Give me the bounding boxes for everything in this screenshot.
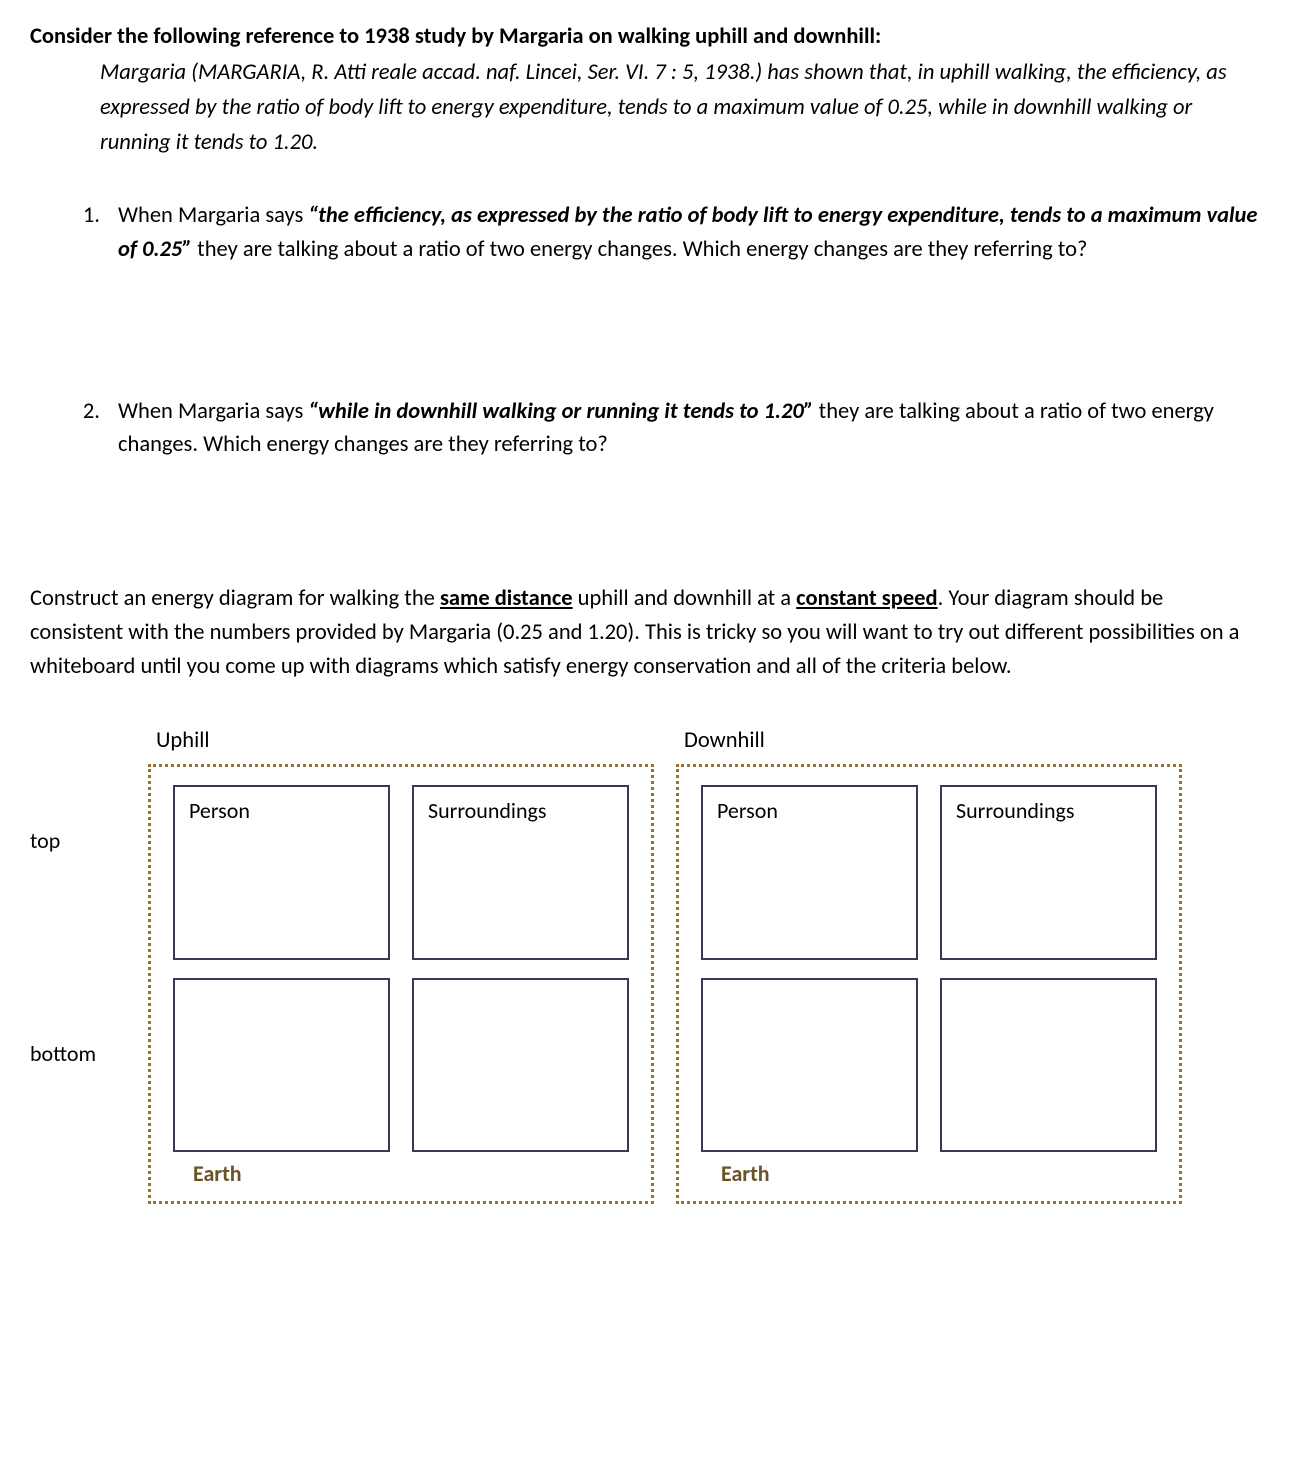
question-list: 1. When Margaria says “the efficiency, a… (68, 199, 1260, 462)
cell-empty (173, 978, 390, 1153)
margaria-quote: Margaria (MARGARIA, R. Atti reale accad.… (100, 56, 1260, 161)
panel-title-uphill: Uphill (148, 727, 654, 754)
cell-surroundings: Surroundings (412, 785, 629, 960)
row-labels: top bottom (30, 727, 148, 1067)
instruction-text: uphill and downhill at a (573, 585, 797, 612)
diagram-panels: Uphill Person Surroundings Earth Downhil… (148, 727, 1182, 1204)
row-label-top: top (30, 827, 60, 854)
cell-empty (412, 978, 629, 1153)
panel-uphill: Person Surroundings Earth (148, 764, 654, 1204)
row-label-bottom: bottom (30, 1040, 96, 1067)
question-quote: “while in downhill walking or running it… (308, 398, 813, 425)
diagram-instruction: Construct an energy diagram for walking … (30, 582, 1260, 683)
question-number: 1. (68, 199, 100, 267)
earth-label: Earth (173, 1160, 629, 1187)
cell-person: Person (173, 785, 390, 960)
instruction-underline: same distance (440, 585, 573, 612)
question-body: When Margaria says “the efficiency, as e… (100, 199, 1260, 267)
panel-uphill-wrap: Uphill Person Surroundings Earth (148, 727, 654, 1204)
cell-person: Person (701, 785, 918, 960)
question-number: 2. (68, 395, 100, 463)
question-1: 1. When Margaria says “the efficiency, a… (68, 199, 1260, 267)
question-tail: they are talking about a ratio of two en… (192, 236, 1087, 263)
panel-grid: Person Surroundings (173, 785, 629, 1152)
energy-diagram: top bottom Uphill Person Surroundings Ea… (30, 727, 1270, 1204)
panel-downhill-wrap: Downhill Person Surroundings Earth (676, 727, 1182, 1204)
instruction-text: Construct an energy diagram for walking … (30, 585, 440, 612)
panel-grid: Person Surroundings (701, 785, 1157, 1152)
cell-surroundings: Surroundings (940, 785, 1157, 960)
instruction-underline: constant speed (796, 585, 937, 612)
panel-downhill: Person Surroundings Earth (676, 764, 1182, 1204)
cell-empty (940, 978, 1157, 1153)
question-lead: When Margaria says (118, 202, 308, 229)
prompt-header: Consider the following reference to 1938… (30, 22, 1270, 52)
question-body: When Margaria says “while in downhill wa… (100, 395, 1260, 463)
question-2: 2. When Margaria says “while in downhill… (68, 395, 1260, 463)
earth-label: Earth (701, 1160, 1157, 1187)
cell-empty (701, 978, 918, 1153)
panel-title-downhill: Downhill (676, 727, 1182, 754)
question-lead: When Margaria says (118, 398, 308, 425)
